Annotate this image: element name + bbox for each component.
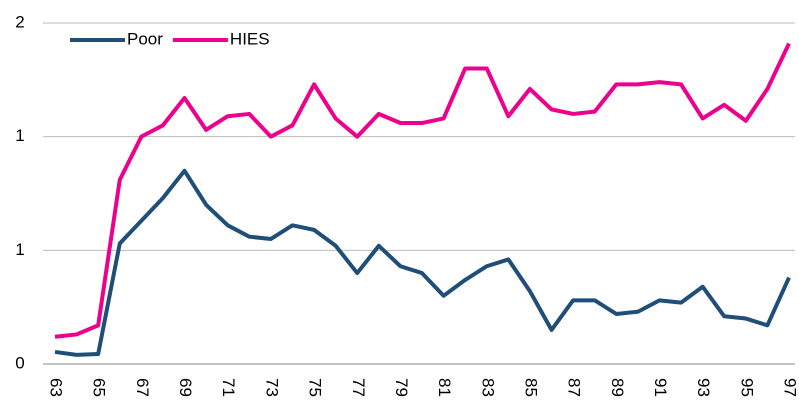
data-line xyxy=(54,168,791,357)
x-tick-label: 87 xyxy=(565,378,584,397)
x-tick-label: 75 xyxy=(306,378,325,397)
x-tick-label: 97 xyxy=(781,378,799,397)
x-tick-label: 93 xyxy=(694,378,713,397)
y-tick-label: 2 xyxy=(15,12,24,31)
x-tick-label: 65 xyxy=(90,378,109,397)
legend-label: HIES xyxy=(230,29,270,48)
x-tick-label: 63 xyxy=(47,378,66,397)
x-tick-label: 79 xyxy=(392,378,411,397)
x-tick-label: 89 xyxy=(608,378,627,397)
x-tick-label: 77 xyxy=(349,378,368,397)
y-tick-label: 0 xyxy=(15,353,24,372)
data-line xyxy=(54,42,791,339)
y-tick-label: 1 xyxy=(15,126,24,145)
x-tick-label: 81 xyxy=(435,378,454,397)
x-tick-label: 95 xyxy=(737,378,756,397)
x-tick-label: 83 xyxy=(478,378,497,397)
x-tick-label: 91 xyxy=(651,378,670,397)
x-tick-label: 67 xyxy=(133,378,152,397)
x-tick-label: 85 xyxy=(521,378,540,397)
x-tick-label: 69 xyxy=(176,378,195,397)
legend-label: Poor xyxy=(127,29,163,48)
x-tick-label: 71 xyxy=(219,378,238,397)
x-tick-label: 73 xyxy=(262,378,281,397)
y-tick-label: 1 xyxy=(15,240,24,259)
